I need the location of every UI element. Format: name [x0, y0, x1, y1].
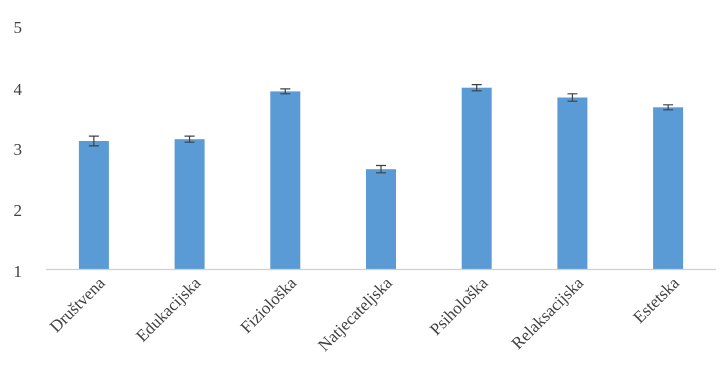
y-axis-ticks: 5 4 3 2 1 — [14, 18, 23, 281]
bar — [653, 107, 684, 269]
x-tick-label: Edukacijska — [132, 273, 205, 346]
error-bar — [88, 135, 99, 147]
x-tick-label: Psihološka — [426, 273, 492, 339]
x-tick-label: Relaksacijska — [508, 273, 588, 353]
y-tick-label: 5 — [14, 18, 23, 37]
category-labels: Društvena Edukacijska Fiziološka Natjecatel… — [46, 273, 683, 355]
x-tick-label: Fiziološka — [237, 273, 301, 337]
y-tick-label: 2 — [14, 201, 23, 220]
error-bar — [471, 84, 482, 92]
bar — [557, 97, 588, 269]
error-bars — [88, 84, 674, 174]
bar — [270, 91, 301, 270]
y-tick-label: 1 — [14, 262, 23, 281]
bar — [78, 141, 109, 269]
error-bar — [376, 164, 386, 174]
error-bar — [567, 93, 578, 102]
x-tick-label: Društvena — [46, 273, 109, 336]
error-bar — [280, 88, 291, 95]
y-tick-label: 3 — [14, 140, 23, 159]
bar — [366, 169, 396, 269]
bar — [174, 139, 205, 269]
x-tick-label: Natjecateljska — [314, 273, 396, 355]
error-bar — [663, 104, 674, 111]
bars — [78, 87, 684, 270]
x-tick-label: Estetska — [629, 273, 683, 327]
y-tick-label: 4 — [14, 80, 23, 99]
bar — [461, 87, 492, 269]
error-bar — [184, 135, 195, 143]
